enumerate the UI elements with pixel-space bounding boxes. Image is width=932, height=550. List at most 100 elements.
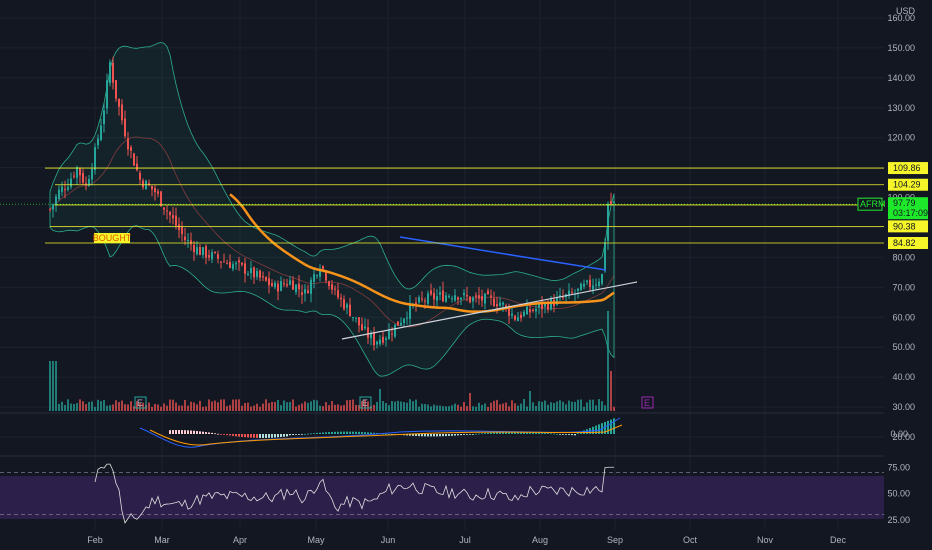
volume-bar bbox=[58, 403, 60, 411]
macd-hist-bar bbox=[493, 432, 495, 434]
macd-hist-bar bbox=[325, 432, 327, 434]
macd-hist-bar bbox=[190, 430, 192, 434]
volume-bar bbox=[448, 406, 450, 411]
price-tick-label: 80.00 bbox=[892, 252, 915, 262]
candles bbox=[49, 56, 615, 351]
candle-body bbox=[571, 292, 573, 294]
candle-body bbox=[247, 273, 249, 275]
candle-body bbox=[151, 185, 153, 190]
candle-body bbox=[424, 300, 426, 302]
candle-body bbox=[418, 297, 420, 303]
candle-body bbox=[499, 302, 501, 307]
candle-body bbox=[367, 327, 369, 338]
candle-body bbox=[439, 292, 441, 295]
candle-body bbox=[484, 293, 486, 304]
candle-body bbox=[373, 332, 375, 346]
candle-body bbox=[160, 191, 162, 207]
macd-hist-bar bbox=[607, 420, 609, 434]
volume-bar bbox=[106, 405, 108, 411]
candle-body bbox=[505, 305, 507, 307]
volume-bar bbox=[190, 401, 192, 411]
volume-bar bbox=[469, 393, 471, 411]
volume-bar bbox=[103, 400, 105, 411]
macd-pane bbox=[139, 417, 623, 448]
macd-tick-label: 0.00 bbox=[890, 429, 908, 439]
volume-bar bbox=[271, 401, 273, 411]
macd-hist-bar bbox=[490, 432, 492, 434]
volume-bar bbox=[229, 405, 231, 411]
candle-body bbox=[607, 203, 609, 241]
volume-bar bbox=[481, 404, 483, 411]
macd-hist-bar bbox=[535, 432, 537, 434]
macd-hist-bar bbox=[553, 433, 555, 435]
macd-hist-bar bbox=[313, 433, 315, 434]
volume-bar bbox=[319, 405, 321, 411]
volume-bar bbox=[544, 400, 546, 411]
candle-body bbox=[214, 251, 216, 253]
volume-bar bbox=[166, 405, 168, 411]
level-tag-label: 109.86 bbox=[893, 163, 921, 173]
horizontal-levels[interactable] bbox=[0, 167, 884, 244]
candle-body bbox=[82, 173, 84, 183]
volume-bar bbox=[400, 401, 402, 411]
candle-body bbox=[283, 283, 285, 285]
macd-hist-bar bbox=[439, 434, 441, 437]
macd-hist-bar bbox=[526, 431, 528, 434]
bought-label: BOUGHT bbox=[93, 233, 132, 243]
candle-body bbox=[610, 200, 612, 205]
month-label: Nov bbox=[757, 535, 774, 545]
macd-hist-bar bbox=[193, 430, 195, 434]
last-price-label: 97.79 bbox=[893, 198, 916, 208]
macd-hist-bar bbox=[220, 434, 222, 435]
candle-body bbox=[76, 167, 78, 178]
price-tick-label: 140.00 bbox=[887, 73, 915, 83]
volume-bar bbox=[490, 402, 492, 411]
volume-bar bbox=[301, 403, 303, 411]
volume-bar bbox=[373, 404, 375, 411]
macd-hist-bar bbox=[328, 432, 330, 434]
volume-bar bbox=[70, 403, 72, 411]
macd-hist-bar bbox=[598, 424, 600, 434]
volume-bar bbox=[61, 401, 63, 411]
macd-hist-bar bbox=[232, 434, 234, 436]
macd-hist-bar bbox=[235, 434, 237, 437]
macd-hist-bar bbox=[577, 432, 579, 434]
volume-bar bbox=[121, 400, 123, 411]
macd-hist-bar bbox=[211, 432, 213, 434]
candle-body bbox=[301, 292, 303, 295]
macd-hist-bar bbox=[514, 431, 516, 434]
volume-bar bbox=[151, 406, 153, 411]
candle-body bbox=[187, 240, 189, 242]
macd-hist-bar bbox=[385, 433, 387, 435]
candle-body bbox=[481, 296, 483, 301]
volume-bar bbox=[514, 403, 516, 411]
month-label: Feb bbox=[87, 535, 103, 545]
candle-body bbox=[421, 298, 423, 300]
level-tag-label: 84.82 bbox=[893, 238, 916, 248]
volume-bar bbox=[79, 399, 81, 411]
volume-bar bbox=[463, 402, 465, 411]
macd-hist-bar bbox=[610, 419, 612, 434]
price-tick-label: 150.00 bbox=[887, 43, 915, 53]
rsi-pane bbox=[0, 463, 884, 524]
macd-hist-bar bbox=[523, 431, 525, 434]
candle-body bbox=[316, 275, 318, 277]
month-label: May bbox=[307, 535, 325, 545]
macd-hist-bar bbox=[517, 431, 519, 434]
volume-bar bbox=[415, 399, 417, 411]
volume-bar bbox=[67, 399, 69, 411]
macd-hist-bar bbox=[565, 434, 567, 435]
candle-body bbox=[595, 284, 597, 286]
earnings-marker-label: E bbox=[644, 398, 650, 408]
volume-bar bbox=[508, 406, 510, 411]
candle-body bbox=[277, 283, 279, 292]
volume-bar bbox=[211, 401, 213, 411]
volume-bar bbox=[499, 404, 501, 411]
candle-body bbox=[580, 283, 582, 291]
volume-bar bbox=[133, 406, 135, 411]
rsi-line bbox=[94, 463, 614, 524]
volume-bar bbox=[502, 403, 504, 411]
candle-body bbox=[49, 209, 51, 211]
price-tick-label: 120.00 bbox=[887, 133, 915, 143]
